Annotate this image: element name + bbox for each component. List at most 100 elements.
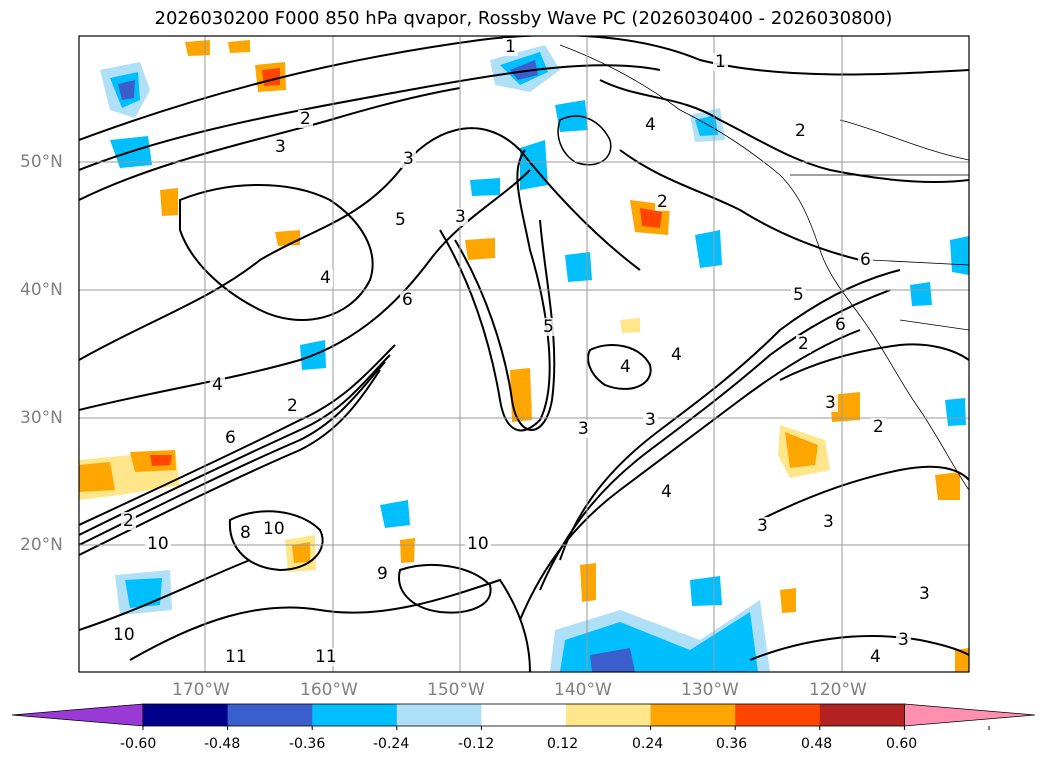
pos-blob bbox=[150, 455, 172, 466]
colorbar-tick-label: -0.48 bbox=[204, 736, 241, 752]
contour-label: 2 bbox=[123, 511, 134, 531]
contour-label-bg bbox=[793, 122, 808, 140]
colorbar bbox=[11, 703, 1036, 730]
contour-label-bg bbox=[669, 346, 684, 364]
neg-blob bbox=[520, 140, 548, 190]
contour-label: 6 bbox=[860, 250, 871, 270]
map-frame bbox=[78, 35, 970, 673]
contour-label: 3 bbox=[645, 410, 656, 430]
contour-label: 3 bbox=[823, 512, 834, 532]
contour-label: 3 bbox=[919, 584, 930, 604]
contour-label: 3 bbox=[898, 630, 909, 650]
contour-label: 2 bbox=[795, 121, 806, 141]
contour-label-bg bbox=[375, 565, 390, 583]
pos-blob bbox=[785, 432, 818, 468]
neg-blob bbox=[950, 236, 969, 275]
contour-label: 8 bbox=[240, 523, 251, 543]
pos-blob bbox=[292, 542, 310, 563]
colorbar-segment bbox=[735, 704, 821, 726]
contour-label: 6 bbox=[225, 428, 236, 448]
colorbar-extend-min bbox=[11, 703, 144, 727]
contour-label-bg bbox=[223, 648, 249, 666]
contour-label-bg bbox=[655, 193, 670, 211]
pos-blob bbox=[935, 472, 960, 500]
contour-label-bg bbox=[238, 524, 253, 542]
lon-label-150w: 150°W bbox=[427, 680, 485, 700]
contour-label: 5 bbox=[543, 317, 554, 337]
colorbar-tick-label: -0.36 bbox=[289, 736, 326, 752]
contour-label: 4 bbox=[212, 375, 223, 395]
neg-blob bbox=[690, 576, 722, 606]
contour-label-bg bbox=[541, 318, 556, 336]
contour-label-bg bbox=[401, 150, 416, 168]
contour-label: 6 bbox=[402, 290, 413, 310]
contour-label: 4 bbox=[661, 482, 672, 502]
contour-label-bg bbox=[917, 585, 932, 603]
colorbar-segment bbox=[650, 704, 736, 726]
contour-label-bg bbox=[318, 269, 333, 287]
lat-label-50: 50°N bbox=[20, 152, 63, 172]
map-title: 2026030200 F000 850 hPa qvapor, Rossby W… bbox=[154, 8, 893, 29]
contour-label: 9 bbox=[377, 564, 388, 584]
contour-label: 4 bbox=[620, 357, 631, 377]
contour-label-bg bbox=[400, 291, 415, 309]
pos-blob bbox=[580, 563, 596, 602]
colorbar-extend-max bbox=[904, 703, 1036, 727]
neg-blob bbox=[695, 230, 722, 268]
shading-layer bbox=[79, 40, 969, 672]
neg-blob bbox=[590, 648, 635, 672]
contour-label: 6 bbox=[835, 315, 846, 335]
contour-label-bg bbox=[273, 138, 288, 156]
pos-blob bbox=[620, 318, 640, 333]
colorbar-tick-label: -0.24 bbox=[373, 736, 410, 752]
contour-label: 3 bbox=[403, 149, 414, 169]
colorbar-segment bbox=[481, 704, 567, 726]
colorbar-tick-label: -0.12 bbox=[458, 736, 495, 752]
colorbar-frame bbox=[142, 703, 905, 727]
contour-label-bg bbox=[121, 512, 136, 530]
neg-blob bbox=[565, 252, 592, 282]
colorbar-tick-label: 0.24 bbox=[632, 736, 664, 752]
contour-label-bg bbox=[833, 316, 848, 334]
contour-label: 3 bbox=[757, 516, 768, 536]
neg-blob bbox=[380, 500, 410, 528]
contour-label: 4 bbox=[320, 268, 331, 288]
contour-label-bg bbox=[453, 208, 468, 226]
neg-blob bbox=[470, 178, 500, 196]
lon-label-130w: 130°W bbox=[681, 680, 739, 700]
contour-label: 4 bbox=[870, 647, 881, 667]
colorbar-segment bbox=[143, 704, 229, 726]
contour-label: 10 bbox=[147, 534, 169, 554]
colorbar-tick-label: 0.12 bbox=[547, 736, 579, 752]
lon-label-140w: 140°W bbox=[554, 680, 612, 700]
pos-blob bbox=[185, 40, 210, 56]
neg-blob bbox=[695, 115, 718, 136]
contour-label-bg bbox=[643, 411, 658, 429]
contour-label-bg bbox=[393, 211, 408, 229]
lon-label-160w: 160°W bbox=[300, 680, 358, 700]
lat-label-40: 40°N bbox=[20, 280, 63, 300]
colorbar-segment bbox=[819, 704, 905, 726]
contour-label: 2 bbox=[798, 334, 809, 354]
contour-label-bg bbox=[858, 251, 873, 269]
contour-label-bg bbox=[713, 53, 728, 71]
contour-label: 1 bbox=[715, 52, 726, 72]
contour-label-bg bbox=[210, 376, 225, 394]
neg-blob bbox=[118, 80, 135, 100]
contour-label: 11 bbox=[225, 647, 247, 667]
colorbar-segment bbox=[312, 704, 398, 726]
contour-label: 2 bbox=[873, 417, 884, 437]
contour-label: 3 bbox=[825, 393, 836, 413]
pos-blob bbox=[780, 588, 796, 613]
neg-blob bbox=[910, 282, 932, 306]
colorbar-segment bbox=[396, 704, 482, 726]
pos-blob bbox=[228, 40, 250, 53]
contour-label: 3 bbox=[455, 207, 466, 227]
colorbar-tick-label: 0.60 bbox=[886, 736, 918, 752]
contour-label-bg bbox=[791, 286, 806, 304]
colorbar-tick-label: 0.36 bbox=[716, 736, 748, 752]
pos-blob bbox=[465, 238, 495, 260]
contour-label-bg bbox=[261, 520, 287, 538]
